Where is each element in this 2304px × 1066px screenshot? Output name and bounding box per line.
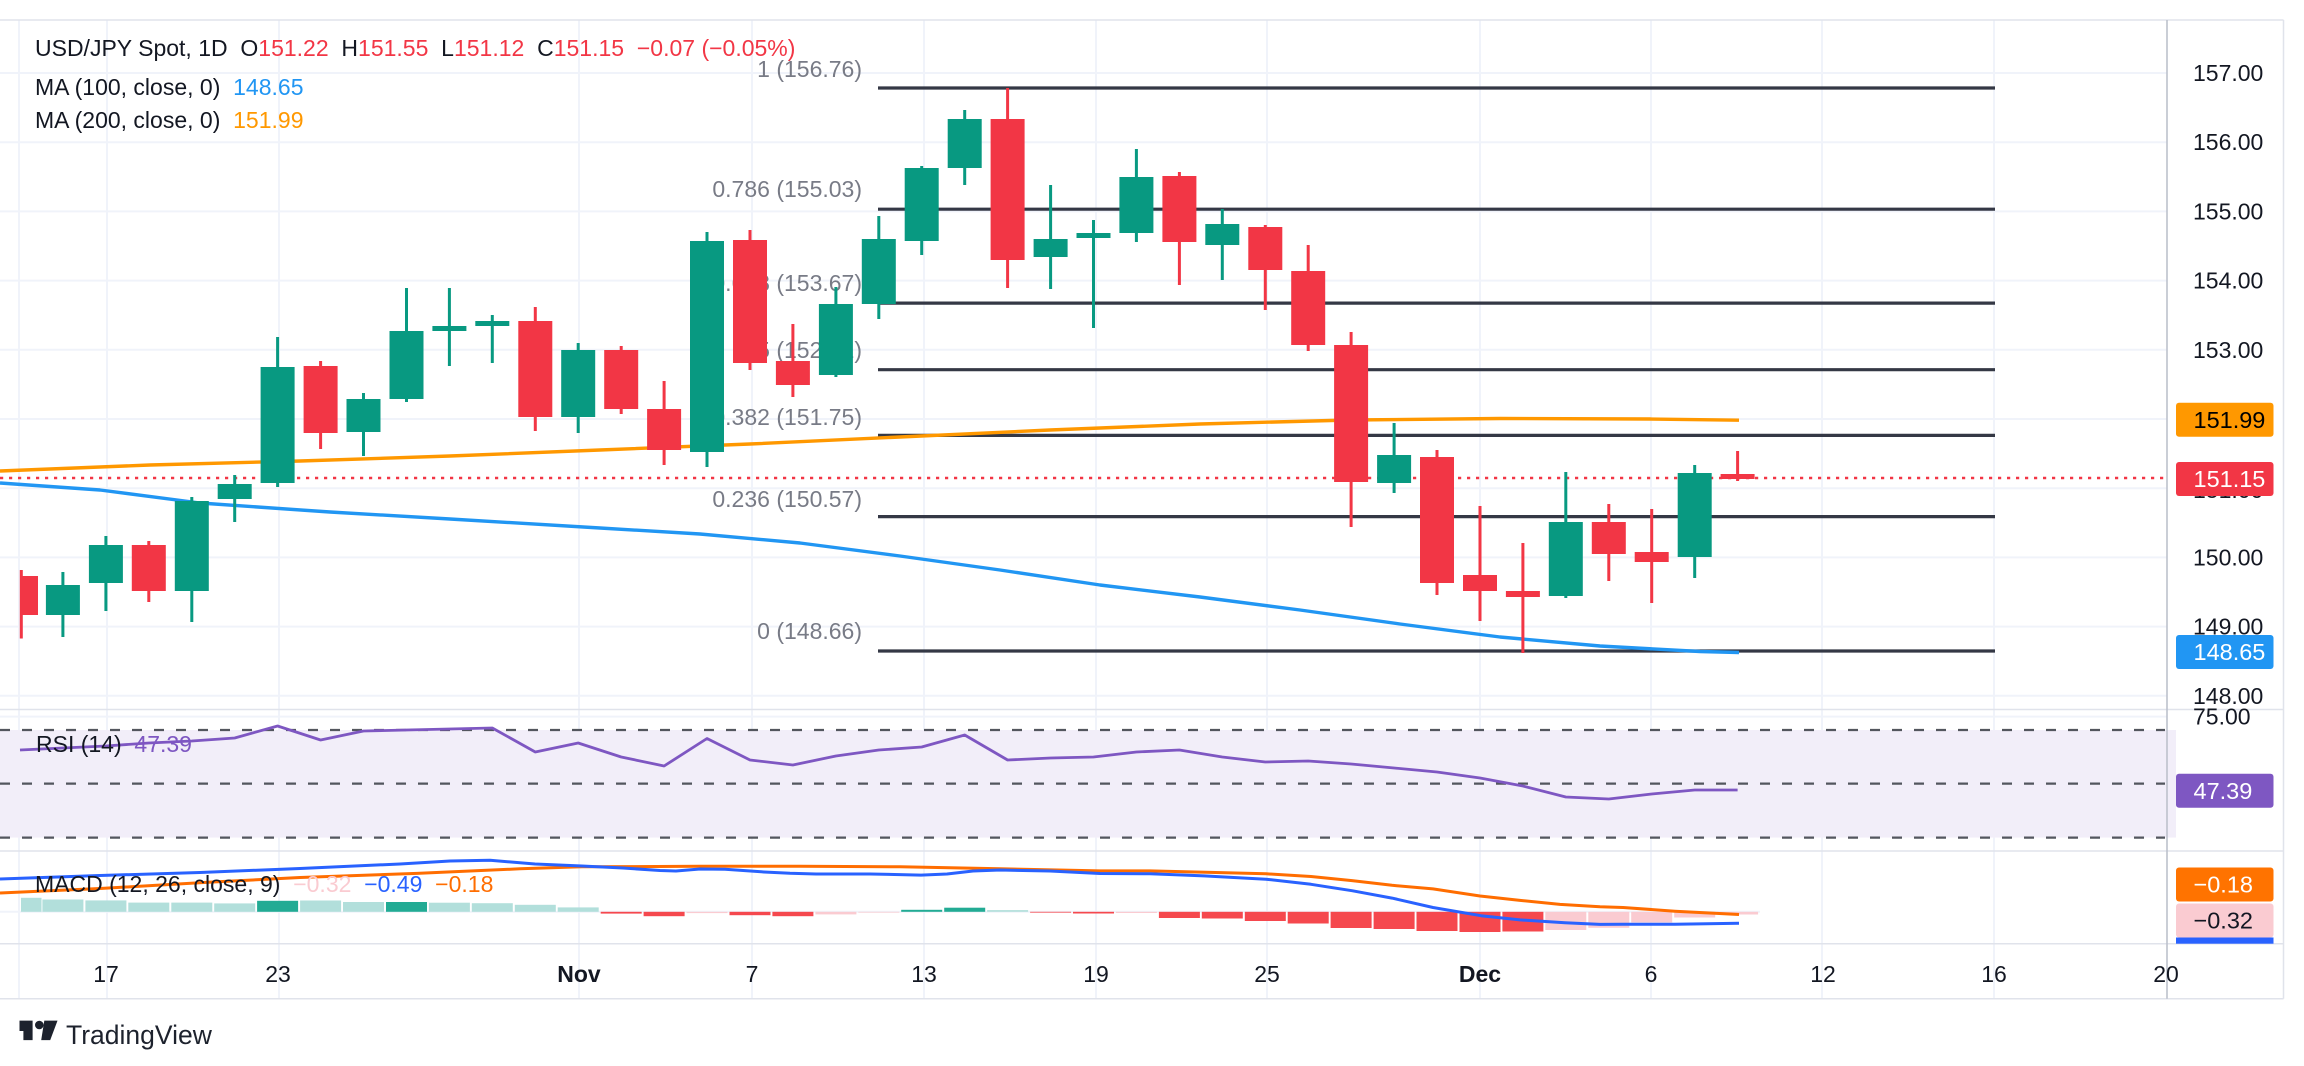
svg-text:0.236 (150.57): 0.236 (150.57) (712, 486, 862, 512)
svg-text:153.00: 153.00 (2193, 337, 2263, 363)
svg-text:154.00: 154.00 (2193, 268, 2263, 294)
svg-text:148.65: 148.65 (2194, 639, 2266, 665)
svg-text:17: 17 (93, 961, 119, 987)
svg-text:20: 20 (2153, 961, 2179, 987)
svg-text:MA (200, close, 0) 151.99: MA (200, close, 0) 151.99 (35, 107, 304, 133)
svg-text:148.00: 148.00 (2193, 683, 2263, 709)
svg-text:RSI (14) 47.39: RSI (14) 47.39 (36, 731, 192, 757)
svg-text:151.99: 151.99 (2194, 407, 2266, 433)
svg-text:Nov: Nov (557, 961, 601, 987)
svg-text:155.00: 155.00 (2193, 198, 2263, 224)
svg-text:19: 19 (1083, 961, 1109, 987)
svg-text:16: 16 (1981, 961, 2007, 987)
svg-text:USD/JPY Spot, 1D O151.22 H15: USD/JPY Spot, 1D O151.22 H151.55 L151.12… (35, 35, 795, 61)
svg-text:MACD (12, 26, close, 9) −0.32: MACD (12, 26, close, 9) −0.32 −0.49 −0.1… (35, 871, 493, 897)
svg-text:1 (156.76): 1 (156.76) (757, 56, 862, 82)
svg-text:150.00: 150.00 (2193, 544, 2263, 570)
svg-text:7: 7 (746, 961, 759, 987)
svg-text:47.39: 47.39 (2194, 778, 2253, 804)
svg-text:−0.18: −0.18 (2194, 872, 2253, 898)
svg-text:75.00: 75.00 (2193, 704, 2251, 730)
svg-text:157.00: 157.00 (2193, 60, 2263, 86)
svg-text:Dec: Dec (1459, 961, 1501, 987)
svg-text:23: 23 (265, 961, 291, 987)
svg-text:6: 6 (1645, 961, 1658, 987)
svg-text:12: 12 (1810, 961, 1836, 987)
svg-text:−0.32: −0.32 (2194, 908, 2253, 934)
svg-text:0.786 (155.03): 0.786 (155.03) (712, 176, 862, 202)
svg-text:25: 25 (1254, 961, 1280, 987)
svg-text:0.382 (151.75): 0.382 (151.75) (712, 404, 862, 430)
svg-text:151.15: 151.15 (2194, 466, 2266, 492)
svg-text:TradingView: TradingView (66, 1020, 213, 1050)
svg-text:MA (100, close, 0) 148.65: MA (100, close, 0) 148.65 (35, 74, 304, 100)
svg-text:0 (148.66): 0 (148.66) (757, 618, 862, 644)
svg-text:13: 13 (911, 961, 937, 987)
svg-text:156.00: 156.00 (2193, 129, 2263, 155)
